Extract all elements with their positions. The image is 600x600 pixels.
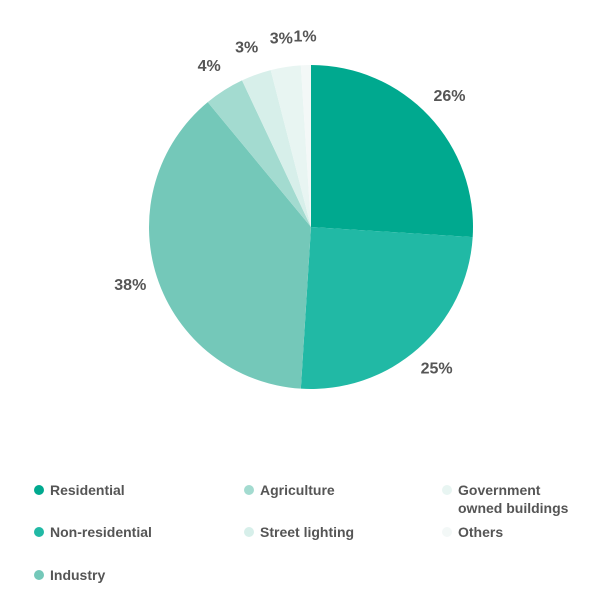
legend-item-others: Others bbox=[442, 523, 503, 541]
pie-label-street-lighting: 3% bbox=[235, 39, 258, 56]
pie-chart: 26%25%38%4%3%3% 1% bbox=[114, 28, 473, 389]
pie-label-agriculture: 4% bbox=[198, 58, 221, 75]
pie-label-non-residential: 25% bbox=[421, 361, 453, 378]
legend-swatch-agriculture bbox=[244, 485, 254, 495]
pie-label-government-owned-buildings: 3% bbox=[270, 31, 293, 48]
pie-label-industry: 38% bbox=[114, 277, 146, 294]
pie-slice-industry bbox=[149, 102, 311, 389]
legend-item-industry: Industry bbox=[34, 566, 105, 584]
legend-item-residential: Residential bbox=[34, 481, 125, 499]
legend-item-street-lighting: Street lighting bbox=[244, 523, 354, 541]
legend-swatch-industry bbox=[34, 570, 44, 580]
pie-label-others: 1% bbox=[293, 28, 316, 45]
pie-slice-street-lighting bbox=[242, 70, 311, 227]
legend-swatch-government-owned-buildings bbox=[442, 485, 452, 495]
legend-item-agriculture: Agriculture bbox=[244, 481, 335, 499]
legend-swatch-others bbox=[442, 527, 452, 537]
pie-slice-government-owned-buildings bbox=[270, 65, 311, 227]
pie-slice-others bbox=[300, 65, 311, 227]
legend-swatch-residential bbox=[34, 485, 44, 495]
legend-label-agriculture: Agriculture bbox=[260, 482, 335, 498]
legend-label-others: Others bbox=[458, 524, 504, 540]
legend-swatch-non-residential bbox=[34, 527, 44, 537]
pie-label-residential: 26% bbox=[433, 88, 465, 105]
legend-label-industry: Industry bbox=[50, 567, 106, 583]
legend-label-non-residential: Non-residential bbox=[50, 524, 152, 540]
legend-item-non-residential: Non-residential bbox=[34, 523, 152, 541]
legend-item-government-owned-buildings: Government owned buildings bbox=[442, 481, 588, 517]
legend-label-residential: Residential bbox=[50, 482, 125, 498]
pie-slice-residential bbox=[311, 65, 473, 238]
legend-swatch-street-lighting bbox=[244, 527, 254, 537]
legend-label-street-lighting: Street lighting bbox=[260, 524, 355, 540]
pie-slice-non-residential bbox=[300, 227, 473, 389]
legend-label-government-owned-buildings: Government owned buildings bbox=[458, 482, 569, 516]
pie-slice-agriculture bbox=[207, 80, 311, 227]
